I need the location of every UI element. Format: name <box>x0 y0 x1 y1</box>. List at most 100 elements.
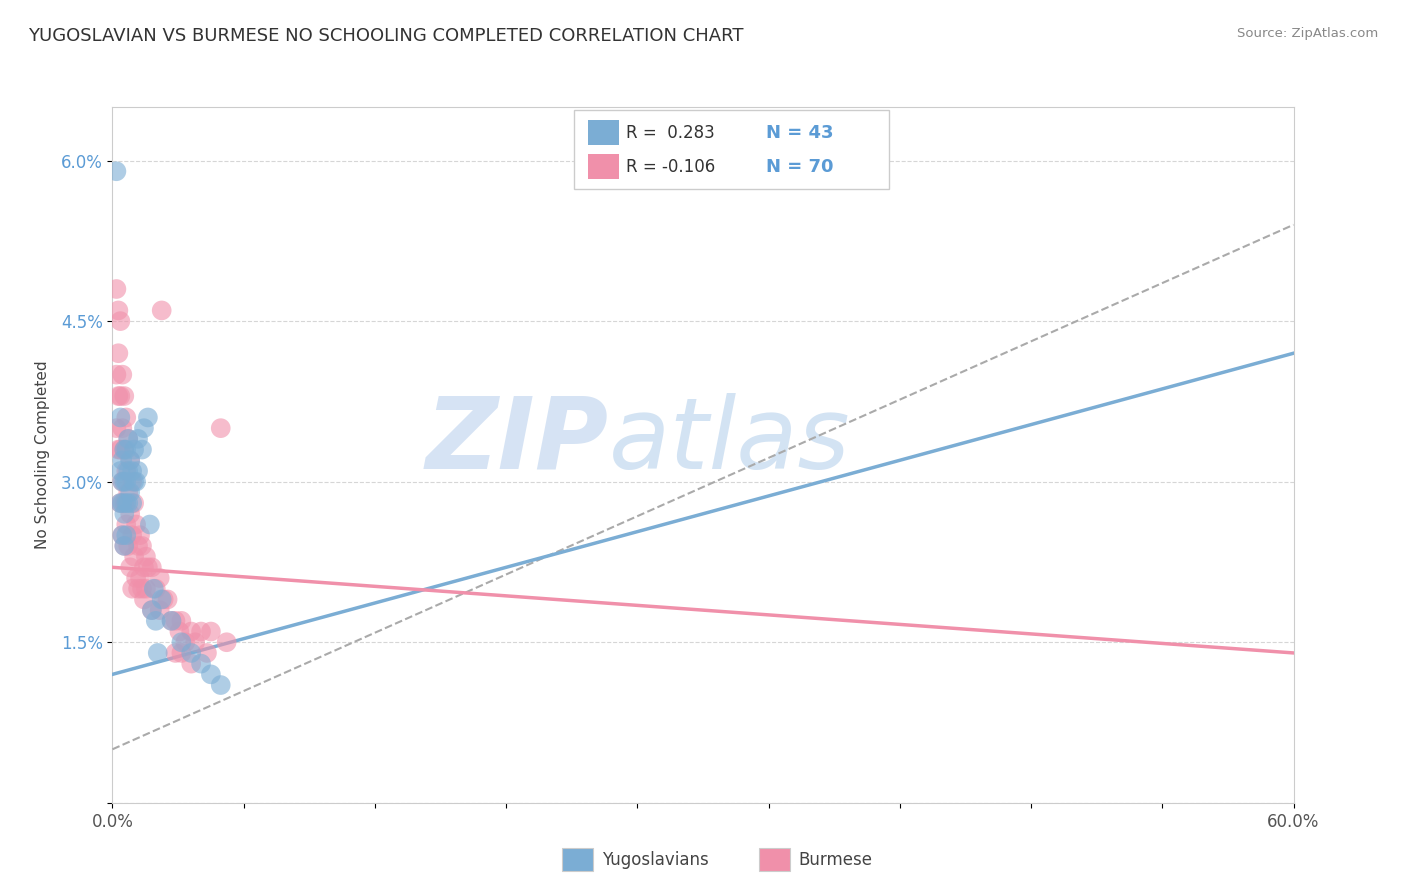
Point <box>112 539 135 553</box>
Point <box>120 453 142 467</box>
Point <box>111 528 134 542</box>
Point <box>127 582 149 596</box>
Text: N = 43: N = 43 <box>766 124 834 142</box>
Point <box>110 410 132 425</box>
Point <box>170 635 193 649</box>
Point <box>200 624 222 639</box>
Point <box>110 496 132 510</box>
Point <box>121 528 143 542</box>
Point <box>112 539 135 553</box>
Point <box>117 496 139 510</box>
Point <box>122 549 145 564</box>
Point <box>125 571 148 585</box>
Point <box>117 464 139 478</box>
Point <box>145 582 167 596</box>
Point <box>209 421 232 435</box>
Text: ZIP: ZIP <box>426 392 609 490</box>
Point <box>200 667 222 681</box>
Point <box>110 496 132 510</box>
Text: R = -0.106: R = -0.106 <box>626 158 714 176</box>
Point <box>135 549 157 564</box>
Point <box>112 475 135 489</box>
Point <box>184 635 207 649</box>
Point <box>115 475 138 489</box>
Point <box>180 657 202 671</box>
Point <box>111 496 134 510</box>
Point <box>152 592 174 607</box>
Point <box>115 528 138 542</box>
Point <box>132 421 155 435</box>
Point <box>115 464 138 478</box>
Point <box>209 678 232 692</box>
Point <box>107 442 129 457</box>
Point <box>129 571 152 585</box>
Point <box>180 624 202 639</box>
Point <box>115 517 138 532</box>
Point <box>112 442 135 457</box>
Point <box>120 485 142 500</box>
Point <box>150 303 173 318</box>
Point <box>115 442 138 457</box>
Point <box>145 614 167 628</box>
Point <box>142 582 165 596</box>
Point <box>120 560 142 574</box>
Point <box>111 528 134 542</box>
Point <box>156 592 179 607</box>
Point <box>121 464 143 478</box>
Point <box>110 314 132 328</box>
Point <box>170 646 193 660</box>
Text: atlas: atlas <box>609 392 851 490</box>
Point <box>195 646 218 660</box>
Point <box>107 346 129 360</box>
Point <box>110 389 132 403</box>
Point <box>131 539 153 553</box>
Point <box>132 560 155 574</box>
Point <box>131 582 153 596</box>
Point <box>149 571 172 585</box>
Point <box>122 496 145 510</box>
Point <box>180 646 202 660</box>
Point <box>115 410 138 425</box>
Point <box>105 368 128 382</box>
Point <box>141 603 163 617</box>
Point <box>135 582 157 596</box>
Point <box>110 464 132 478</box>
Point <box>117 539 139 553</box>
Point <box>105 421 128 435</box>
Point <box>127 539 149 553</box>
Text: YUGOSLAVIAN VS BURMESE NO SCHOOLING COMPLETED CORRELATION CHART: YUGOSLAVIAN VS BURMESE NO SCHOOLING COMP… <box>28 27 744 45</box>
Point <box>129 528 152 542</box>
Point <box>125 475 148 489</box>
Y-axis label: No Schooling Completed: No Schooling Completed <box>35 360 49 549</box>
Text: R =  0.283: R = 0.283 <box>626 124 714 142</box>
Point <box>146 646 169 660</box>
Point <box>107 303 129 318</box>
Point <box>136 560 159 574</box>
Point <box>174 635 197 649</box>
Point <box>110 442 132 457</box>
Point <box>120 507 142 521</box>
Point <box>111 453 134 467</box>
Point <box>117 432 139 446</box>
Point <box>112 389 135 403</box>
Point <box>141 560 163 574</box>
Point <box>136 410 159 425</box>
Point <box>131 442 153 457</box>
Point <box>107 389 129 403</box>
Point <box>111 421 134 435</box>
Point <box>105 164 128 178</box>
Point <box>121 496 143 510</box>
Point <box>122 475 145 489</box>
Point <box>169 624 191 639</box>
Point <box>160 614 183 628</box>
Point <box>125 517 148 532</box>
Point <box>127 464 149 478</box>
Point <box>112 507 135 521</box>
Point <box>149 603 172 617</box>
Point <box>121 582 143 596</box>
Point <box>121 475 143 489</box>
Point <box>115 496 138 510</box>
Point <box>190 657 212 671</box>
Point <box>165 646 187 660</box>
Point <box>112 442 135 457</box>
